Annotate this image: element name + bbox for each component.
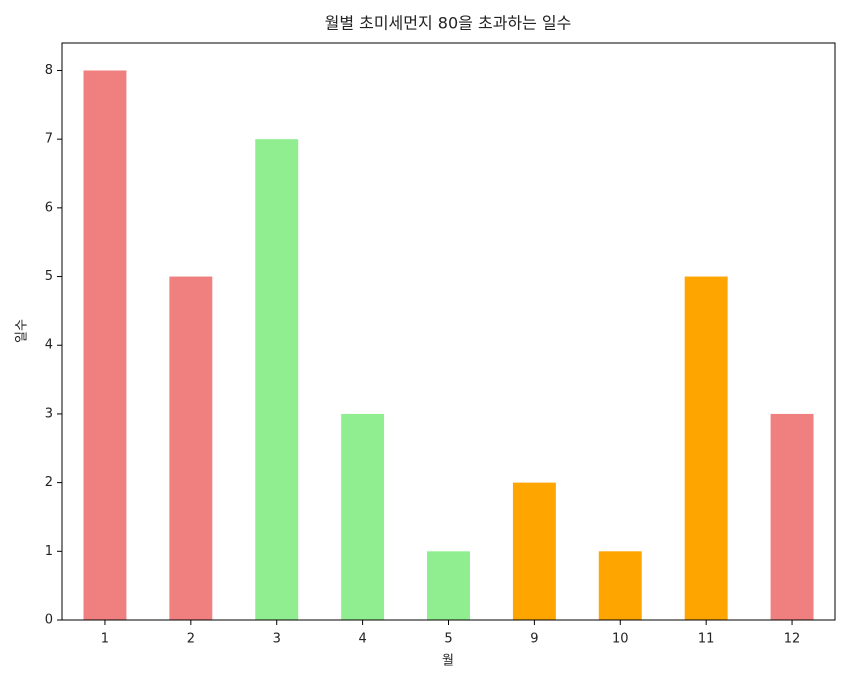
- y-tick-label: 3: [45, 406, 53, 421]
- y-tick-label: 7: [45, 132, 53, 147]
- bar: [770, 413, 814, 620]
- x-tick-label: 10: [612, 632, 629, 647]
- y-tick-label: 8: [45, 63, 53, 78]
- y-tick-label: 4: [45, 338, 53, 353]
- bar: [427, 551, 470, 620]
- x-tick-label: 3: [273, 632, 281, 647]
- y-tick-label: 5: [45, 269, 53, 284]
- x-tick-label: 12: [784, 632, 801, 647]
- y-tick-label: 1: [45, 544, 53, 559]
- x-tick-label: 2: [187, 632, 195, 647]
- x-axis-label: 월: [442, 654, 454, 669]
- x-tick-label: 1: [101, 632, 109, 647]
- y-axis-label: 일수: [15, 319, 30, 343]
- x-tick-label: 4: [358, 632, 366, 647]
- bar: [169, 276, 213, 620]
- bar: [83, 70, 127, 620]
- y-tick-label: 0: [45, 613, 53, 628]
- x-tick-label: 11: [698, 632, 715, 647]
- bar: [598, 551, 642, 620]
- x-tick-label: 5: [444, 632, 452, 647]
- y-tick-label: 2: [45, 475, 53, 490]
- bar: [684, 276, 728, 620]
- plot-frame: [61, 42, 836, 621]
- y-tick-label: 6: [45, 200, 53, 215]
- x-tick-label: 9: [530, 632, 538, 647]
- bar: [341, 413, 385, 620]
- chart-title: 월별 초미세먼지 80을 초과하는 일수: [325, 14, 572, 33]
- bar: [255, 139, 299, 620]
- bar: [512, 482, 556, 620]
